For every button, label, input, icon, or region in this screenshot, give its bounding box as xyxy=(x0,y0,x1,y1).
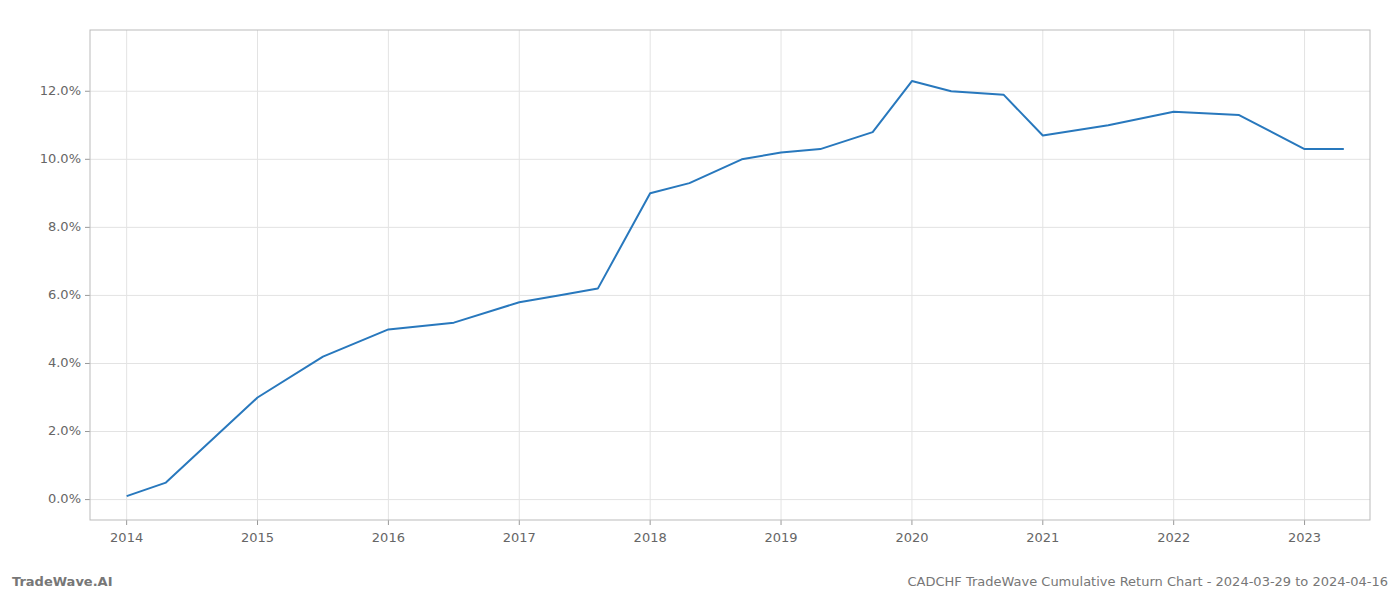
grid-line xyxy=(90,91,1370,92)
plot-frame xyxy=(90,30,1370,520)
y-tick-label: 6.0% xyxy=(48,287,81,302)
tick-mark xyxy=(85,91,90,92)
grid-line xyxy=(911,30,912,520)
grid-line xyxy=(1304,30,1305,520)
tick-mark xyxy=(781,520,782,525)
tick-mark xyxy=(911,520,912,525)
chart: 0.0% 2.0% 4.0% 6.0% 8.0% 10.0% 12.0% 2014 2015 20… xyxy=(0,0,1400,600)
tick-mark xyxy=(85,295,90,296)
y-tick-label: 10.0% xyxy=(40,151,81,166)
grid-line xyxy=(650,30,651,520)
x-tick-label: 2017 xyxy=(503,530,536,545)
grid-line xyxy=(90,159,1370,160)
grid-line xyxy=(1173,30,1174,520)
footer-text: CADCHF TradeWave Cumulative Return Chart… xyxy=(907,574,1388,589)
tick-mark xyxy=(85,431,90,432)
grid-line xyxy=(126,30,127,520)
tick-mark xyxy=(519,520,520,525)
y-tick-label: 0.0% xyxy=(48,491,81,506)
x-tick-label: 2014 xyxy=(110,530,143,545)
grid-line xyxy=(90,295,1370,296)
tick-mark xyxy=(126,520,127,525)
x-tick-label: 2019 xyxy=(764,530,797,545)
x-tick-label: 2021 xyxy=(1026,530,1059,545)
tick-mark xyxy=(388,520,389,525)
grid-line xyxy=(388,30,389,520)
tick-mark xyxy=(257,520,258,525)
grid-line xyxy=(90,227,1370,228)
x-tick-label: 2015 xyxy=(241,530,274,545)
grid xyxy=(90,30,1370,520)
y-tick-label: 12.0% xyxy=(40,83,81,98)
grid-line xyxy=(90,431,1370,432)
tick-mark xyxy=(85,499,90,500)
axes: 0.0% 2.0% 4.0% 6.0% 8.0% 10.0% 12.0% 2014 2015 20… xyxy=(40,30,1370,545)
plot-area xyxy=(127,81,1344,496)
tick-mark xyxy=(650,520,651,525)
x-tick-label: 2022 xyxy=(1157,530,1190,545)
x-tick-label: 2016 xyxy=(372,530,405,545)
tick-mark xyxy=(1173,520,1174,525)
grid-line xyxy=(1042,30,1043,520)
tick-mark xyxy=(1304,520,1305,525)
grid-line xyxy=(781,30,782,520)
footer-text: TradeWave.AI xyxy=(12,574,113,589)
grid-line xyxy=(257,30,258,520)
y-tick-label: 8.0% xyxy=(48,219,81,234)
y-tick-label: 2.0% xyxy=(48,423,81,438)
x-tick-label: 2023 xyxy=(1288,530,1321,545)
tick-mark xyxy=(85,363,90,364)
x-tick-label: 2018 xyxy=(634,530,667,545)
grid-line xyxy=(90,363,1370,364)
line xyxy=(127,81,1344,496)
y-tick-label: 4.0% xyxy=(48,355,81,370)
tick-mark xyxy=(85,159,90,160)
x-tick-label: 2020 xyxy=(895,530,928,545)
tick-mark xyxy=(85,227,90,228)
grid-line xyxy=(90,499,1370,500)
grid-line xyxy=(519,30,520,520)
tick-mark xyxy=(1042,520,1043,525)
